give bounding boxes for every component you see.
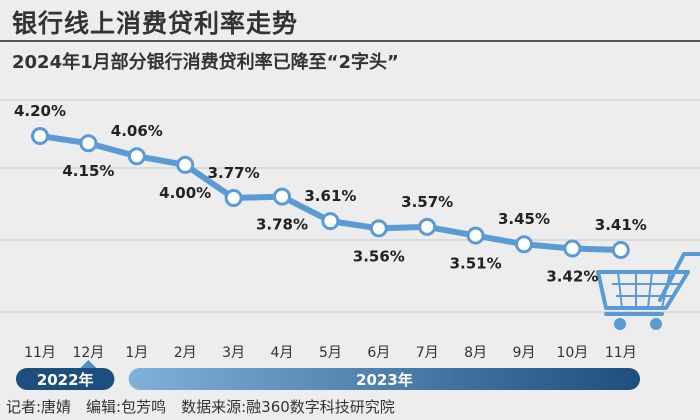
- year-label: 2023年: [356, 371, 413, 389]
- data-point: [515, 235, 533, 254]
- chart-title: 银行线上消费贷利率走势: [12, 9, 299, 38]
- x-tick-label: 8月: [464, 345, 487, 361]
- data-label: 4.15%: [62, 162, 114, 180]
- x-tick-label: 10月: [556, 345, 588, 361]
- data-label: 4.06%: [111, 122, 163, 140]
- x-tick-label: 1月: [125, 345, 148, 361]
- shopping-cart-icon: [596, 252, 700, 330]
- data-point: [321, 212, 340, 231]
- data-point: [273, 187, 291, 206]
- x-tick-label: 9月: [513, 345, 536, 361]
- data-point: [369, 219, 388, 238]
- data-label: 3.61%: [304, 187, 356, 205]
- data-point: [127, 147, 146, 166]
- year-label: 2022年: [37, 371, 94, 389]
- x-tick-label: 11月: [24, 345, 56, 361]
- x-tick-label: 11月: [605, 345, 637, 361]
- data-label: 3.41%: [595, 216, 647, 234]
- data-label: 3.45%: [498, 210, 550, 228]
- title-divider: [0, 40, 700, 42]
- data-point: [466, 226, 485, 245]
- chart-subtitle: 2024年1月部分银行消费贷利率已降至“2字头”: [12, 52, 399, 73]
- data-label: 3.42%: [546, 268, 598, 286]
- credits-line: 记者:唐婧 编辑:包芳鸣 数据来源:融360数字科技研究院: [6, 398, 395, 416]
- data-label: 4.00%: [159, 184, 211, 202]
- x-tick-label: 3月: [222, 345, 245, 361]
- data-point: [176, 155, 195, 174]
- x-tick-label: 4月: [271, 345, 294, 361]
- x-tick-label: 5月: [319, 345, 342, 361]
- year-pointer: [80, 360, 97, 368]
- x-tick-label: 6月: [367, 345, 390, 361]
- x-tick-label: 12月: [72, 345, 104, 361]
- data-point: [31, 127, 49, 145]
- data-point: [611, 241, 630, 259]
- data-point: [563, 239, 582, 258]
- data-label: 3.56%: [353, 247, 405, 265]
- data-label: 3.51%: [450, 255, 502, 273]
- data-point: [224, 189, 243, 208]
- data-label: 4.20%: [14, 102, 66, 120]
- data-label: 3.57%: [401, 193, 453, 211]
- year-bar: [128, 368, 641, 390]
- x-tick-label: 7月: [416, 345, 439, 361]
- data-label: 3.78%: [256, 216, 308, 234]
- x-tick-label: 2月: [174, 345, 197, 361]
- data-point: [418, 217, 437, 236]
- data-point: [79, 134, 98, 153]
- year-bar: [16, 368, 115, 390]
- data-label: 3.77%: [208, 164, 260, 182]
